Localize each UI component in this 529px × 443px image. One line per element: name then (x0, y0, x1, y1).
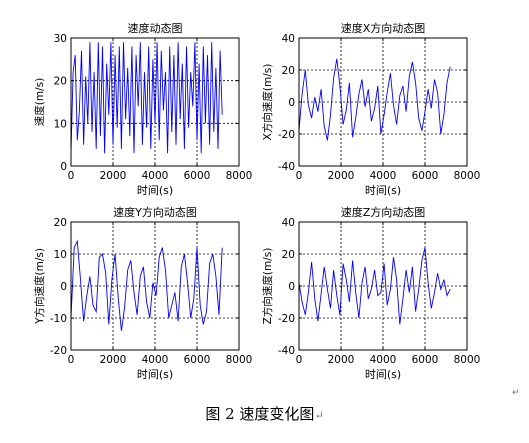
chart-title: 速度Y方向动态图 (113, 205, 197, 219)
y-tick-label: -20 (278, 313, 295, 325)
y-tick-label: 0 (60, 161, 67, 173)
y-tick-label: -20 (50, 345, 67, 357)
y-tick-label: 20 (54, 217, 67, 229)
x-axis-label: 时间(s) (365, 368, 401, 381)
x-tick-label: 2000 (328, 170, 355, 182)
paragraph-mark: ↵ (512, 388, 520, 398)
x-tick-label: 0 (296, 354, 303, 366)
series-line (298, 247, 451, 325)
y-tick-label: 10 (54, 249, 67, 261)
y-tick-label: 20 (54, 76, 67, 88)
y-tick-label: 20 (282, 65, 295, 77)
chart-title: 速度X方向动态图 (341, 21, 426, 35)
y-tick-label: 0 (60, 281, 67, 293)
y-tick-label: 40 (282, 33, 295, 45)
chart-panel-2: 0 2000 4000 6000 8000 -40 -20 0 20 40 速度X方向动态图时间(s… (261, 21, 480, 197)
x-tick-label: 8000 (226, 354, 253, 366)
x-axis-label: 时间(s) (137, 184, 173, 197)
chart-title: 速度Z方向动态图 (341, 205, 426, 219)
chart-title: 速度动态图 (128, 21, 183, 35)
x-axis-label: 时间(s) (365, 184, 401, 197)
x-tick-label: 6000 (184, 170, 211, 182)
x-tick-label: 0 (296, 170, 303, 182)
x-tick-label: 0 (68, 170, 75, 182)
y-axis-label: X方向速度(m/s) (261, 64, 274, 141)
y-tick-label: 0 (288, 97, 295, 109)
x-tick-label: 4000 (142, 170, 169, 182)
y-tick-label: -40 (278, 161, 295, 173)
series-line (70, 239, 223, 331)
chart-panel-4: 0 2000 4000 6000 8000 -40 -20 0 20 40 速度Z方向动态图时间(s… (261, 205, 480, 381)
x-tick-label: 6000 (184, 354, 211, 366)
y-tick-label: 20 (282, 249, 295, 261)
x-tick-label: 4000 (370, 354, 397, 366)
x-tick-label: 4000 (142, 354, 169, 366)
caption-text: 图 2 速度变化图 (205, 405, 315, 423)
y-tick-label: -20 (278, 129, 295, 141)
x-tick-label: 2000 (100, 170, 127, 182)
y-tick-label: 30 (54, 33, 67, 45)
x-tick-label: 8000 (226, 170, 253, 182)
figure-caption: 图 2 速度变化图↵ (0, 403, 529, 424)
series-line (298, 58, 451, 141)
y-axis-label: Z方向速度(m/s) (261, 248, 274, 325)
y-tick-label: 40 (282, 217, 295, 229)
y-tick-label: 10 (54, 118, 67, 130)
x-tick-label: 4000 (370, 170, 397, 182)
series-line (70, 42, 223, 154)
x-tick-label: 6000 (412, 354, 439, 366)
x-axis-label: 时间(s) (137, 368, 173, 381)
y-tick-label: -40 (278, 345, 295, 357)
x-tick-label: 6000 (412, 170, 439, 182)
x-tick-label: 0 (68, 354, 75, 366)
x-tick-label: 2000 (328, 354, 355, 366)
chart-panel-3: 0 2000 4000 6000 8000 -20 -10 0 10 20 速度Y方向动态图时间(s… (33, 205, 252, 381)
y-tick-label: 0 (288, 281, 295, 293)
y-axis-label: Y方向速度(m/s) (33, 248, 46, 325)
x-tick-label: 8000 (454, 170, 481, 182)
x-tick-label: 2000 (100, 354, 127, 366)
y-axis-label: 速度(m/s) (33, 78, 46, 126)
y-tick-label: -10 (50, 313, 67, 325)
x-tick-label: 8000 (454, 354, 481, 366)
caption-end-mark: ↵ (314, 409, 324, 422)
